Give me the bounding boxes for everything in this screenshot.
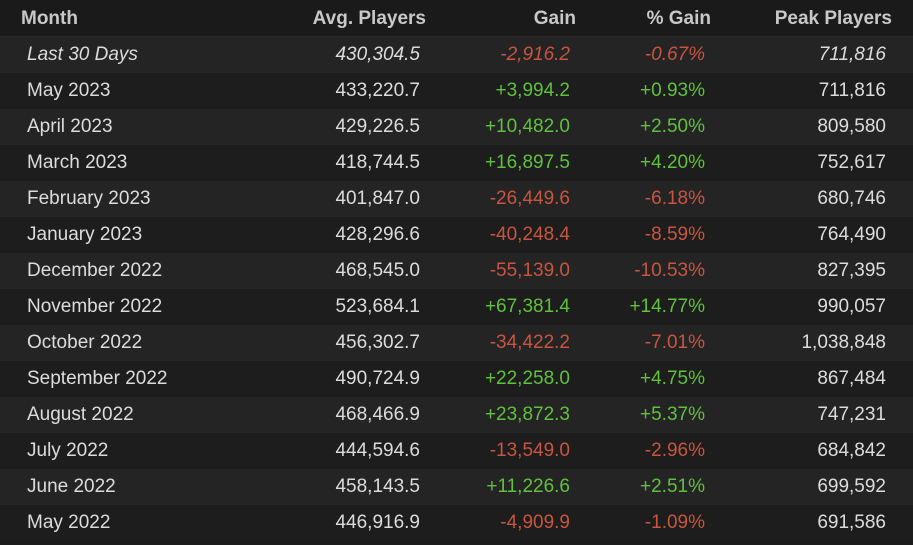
gain-cell: +23,872.3 bbox=[484, 404, 570, 425]
avg-players-cell: 458,143.5 bbox=[335, 476, 420, 497]
header-row: Month Avg. Players Gain % Gain Peak Players bbox=[0, 0, 913, 37]
gain-cell: -55,139.0 bbox=[489, 260, 570, 281]
percent-gain-cell: +2.51% bbox=[640, 476, 705, 497]
table-row: December 2022 468,545.0 -55,139.0 -10.53% 82… bbox=[0, 253, 913, 289]
gain-cell: +16,897.5 bbox=[484, 152, 570, 173]
percent-gain-cell: -1.09% bbox=[644, 512, 705, 533]
percent-gain-cell: -6.18% bbox=[644, 188, 705, 209]
table-row: October 2022 456,302.7 -34,422.2 -7.01% 1,03… bbox=[0, 325, 913, 361]
table-row: September 2022 490,724.9 +22,258.0 +4.75% 86… bbox=[0, 361, 913, 397]
avg-players-cell: 468,545.0 bbox=[335, 260, 420, 281]
gain-cell: +3,994.2 bbox=[495, 80, 571, 101]
month-cell: May 2022 bbox=[27, 512, 111, 533]
table-row: February 2023 401,847.0 -26,449.6 -6.18% 680… bbox=[0, 181, 913, 217]
peak-players-cell: 764,490 bbox=[817, 224, 886, 245]
table-row: January 2023 428,296.6 -40,248.4 -8.59% 764,… bbox=[0, 217, 913, 253]
column-header: Peak Players bbox=[774, 8, 892, 29]
avg-players-cell: 490,724.9 bbox=[335, 368, 420, 389]
table-row: Last 30 Days 430,304.5 -2,916.2 -0.67% 711,8… bbox=[0, 37, 913, 73]
month-cell: August 2022 bbox=[27, 404, 134, 425]
table-row: May 2023 433,220.7 +3,994.2 +0.93% 711,816 bbox=[0, 73, 913, 109]
peak-players-cell: 867,484 bbox=[817, 368, 886, 389]
month-cell: June 2022 bbox=[27, 476, 116, 497]
avg-players-cell: 456,302.7 bbox=[335, 332, 420, 353]
peak-players-cell: 827,395 bbox=[817, 260, 886, 281]
avg-players-cell: 401,847.0 bbox=[335, 188, 420, 209]
peak-players-cell: 990,057 bbox=[817, 296, 886, 317]
percent-gain-cell: +4.75% bbox=[640, 368, 705, 389]
table-row: March 2023 418,744.5 +16,897.5 +4.20% 752,61… bbox=[0, 145, 913, 181]
percent-gain-cell: +4.20% bbox=[640, 152, 705, 173]
month-cell: November 2022 bbox=[27, 296, 163, 317]
peak-players-cell: 752,617 bbox=[817, 152, 886, 173]
gain-cell: -13,549.0 bbox=[489, 440, 570, 461]
peak-players-cell: 809,580 bbox=[817, 116, 886, 137]
gain-cell: -4,909.9 bbox=[500, 512, 570, 533]
column-header: Avg. Players bbox=[312, 8, 426, 29]
month-cell: January 2023 bbox=[27, 224, 143, 245]
peak-players-cell: 1,038,848 bbox=[801, 332, 886, 353]
gain-cell: +10,482.0 bbox=[484, 116, 570, 137]
month-cell: December 2022 bbox=[27, 260, 163, 281]
month-cell: February 2023 bbox=[27, 188, 151, 209]
month-cell: March 2023 bbox=[27, 152, 128, 173]
peak-players-cell: 747,231 bbox=[817, 404, 886, 425]
percent-gain-cell: +0.93% bbox=[640, 80, 705, 101]
month-cell: July 2022 bbox=[27, 440, 109, 461]
peak-players-cell: 699,592 bbox=[817, 476, 886, 497]
gain-cell: -40,248.4 bbox=[489, 224, 570, 245]
peak-players-cell: 680,746 bbox=[817, 188, 886, 209]
table-row: June 2022 458,143.5 +11,226.6 +2.51% 699,592 bbox=[0, 469, 913, 505]
month-cell: September 2022 bbox=[27, 368, 168, 389]
avg-players-cell: 418,744.5 bbox=[335, 152, 420, 173]
percent-gain-cell: -8.59% bbox=[644, 224, 705, 245]
percent-gain-cell: -0.67% bbox=[644, 44, 705, 65]
avg-players-cell: 523,684.1 bbox=[335, 296, 420, 317]
percent-gain-cell: -2.96% bbox=[644, 440, 705, 461]
percent-gain-cell: +2.50% bbox=[640, 116, 705, 137]
percent-gain-cell: +5.37% bbox=[640, 404, 705, 425]
gain-cell: +11,226.6 bbox=[486, 476, 570, 497]
peak-players-cell: 711,816 bbox=[818, 80, 886, 101]
avg-players-cell: 429,226.5 bbox=[335, 116, 420, 137]
gain-cell: +67,381.4 bbox=[484, 296, 570, 317]
month-cell: May 2023 bbox=[27, 80, 111, 101]
month-cell: October 2022 bbox=[27, 332, 143, 353]
avg-players-cell: 430,304.5 bbox=[335, 44, 420, 65]
month-cell: Last 30 Days bbox=[27, 44, 138, 65]
gain-cell: +22,258.0 bbox=[484, 368, 570, 389]
percent-gain-cell: -10.53% bbox=[634, 260, 705, 281]
avg-players-cell: 444,594.6 bbox=[335, 440, 420, 461]
column-header: Month bbox=[21, 8, 78, 29]
percent-gain-cell: +14.77% bbox=[629, 296, 705, 317]
table-row: April 2023 429,226.5 +10,482.0 +2.50% 809,58… bbox=[0, 109, 913, 145]
avg-players-cell: 433,220.7 bbox=[335, 80, 420, 101]
gain-cell: -2,916.2 bbox=[500, 44, 570, 65]
avg-players-cell: 446,916.9 bbox=[335, 512, 420, 533]
table-row: July 2022 444,594.6 -13,549.0 -2.96% 684,842 bbox=[0, 433, 913, 469]
peak-players-cell: 691,586 bbox=[817, 512, 886, 533]
table-row: May 2022 446,916.9 -4,909.9 -1.09% 691,586 bbox=[0, 505, 913, 541]
peak-players-cell: 684,842 bbox=[817, 440, 886, 461]
gain-cell: -26,449.6 bbox=[489, 188, 570, 209]
percent-gain-cell: -7.01% bbox=[644, 332, 705, 353]
peak-players-cell: 711,816 bbox=[818, 44, 886, 65]
table-row: November 2022 523,684.1 +67,381.4 +14.77% 99… bbox=[0, 289, 913, 325]
avg-players-cell: 468,466.9 bbox=[335, 404, 420, 425]
table-row: August 2022 468,466.9 +23,872.3 +5.37% 747,2… bbox=[0, 397, 913, 433]
month-cell: April 2023 bbox=[27, 116, 113, 137]
avg-players-cell: 428,296.6 bbox=[335, 224, 420, 245]
column-header: Gain bbox=[533, 8, 576, 29]
column-header: % Gain bbox=[646, 8, 711, 29]
gain-cell: -34,422.2 bbox=[489, 332, 570, 353]
